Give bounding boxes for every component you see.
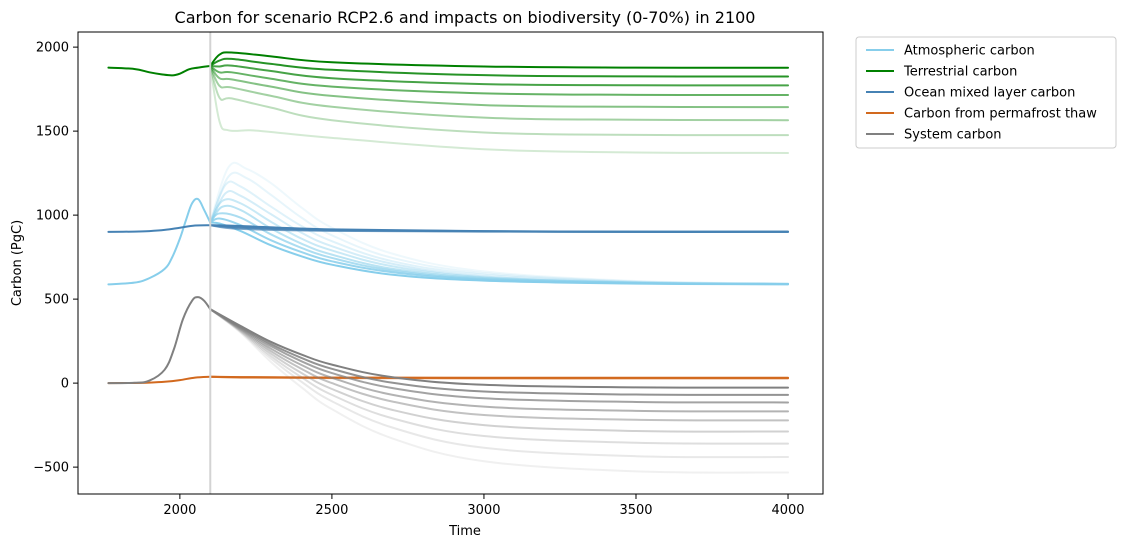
x-tick-label: 2000 xyxy=(163,503,196,518)
series-group xyxy=(107,375,790,385)
series-line-variant xyxy=(209,308,790,389)
series-group xyxy=(107,224,790,233)
series-line-variant xyxy=(209,308,790,459)
series-line-variant xyxy=(209,308,790,474)
x-tick-label: 3000 xyxy=(467,503,500,518)
series-line-variant xyxy=(209,64,790,87)
chart-title: Carbon for scenario RCP2.6 and impacts o… xyxy=(175,8,756,27)
series-line-variant xyxy=(209,308,790,433)
series-line-variant xyxy=(209,308,790,422)
series-line-variant xyxy=(209,64,790,122)
legend-label: Carbon from permafrost thaw xyxy=(904,107,1097,122)
series-line-variant xyxy=(209,64,790,97)
legend-label: Terrestrial carbon xyxy=(903,65,1017,80)
y-tick-label: 1000 xyxy=(36,209,69,224)
x-tick-label: 4000 xyxy=(771,503,804,518)
series-line-historical xyxy=(107,64,212,77)
y-axis-title: Carbon (PgC) xyxy=(10,220,25,306)
x-tick-label: 2500 xyxy=(315,503,348,518)
x-axis: 2000 2500 3000 3500 4000 xyxy=(163,494,805,518)
series-line-variant xyxy=(209,64,790,109)
series-line-variant xyxy=(209,171,790,285)
series-group xyxy=(107,51,790,154)
y-axis: −500 0 500 1000 1500 2000 xyxy=(33,41,78,476)
y-tick-label: 1500 xyxy=(36,125,69,140)
series-layer xyxy=(107,51,790,474)
series-line-historical xyxy=(107,296,212,385)
y-tick-label: 0 xyxy=(61,377,69,392)
series-line-variant xyxy=(209,375,790,379)
x-tick-label: 3500 xyxy=(619,503,652,518)
series-line-historical xyxy=(107,197,212,286)
y-tick-label: 500 xyxy=(44,293,69,308)
series-line-variant xyxy=(209,308,790,396)
legend-label: System carbon xyxy=(904,128,1002,143)
plot-area xyxy=(77,31,824,495)
series-line-variant xyxy=(209,308,790,413)
series-line-historical xyxy=(107,224,212,233)
legend-frame xyxy=(855,36,1117,149)
y-tick-label: −500 xyxy=(33,461,69,476)
series-line-variant xyxy=(209,64,790,137)
series-line-variant xyxy=(209,308,790,445)
legend-label: Atmospheric carbon xyxy=(904,44,1035,59)
series-line-variant xyxy=(209,51,790,69)
series-line-variant xyxy=(209,224,790,233)
y-tick-label: 2000 xyxy=(36,41,69,56)
series-line-variant xyxy=(209,57,790,78)
x-axis-title: Time xyxy=(448,524,481,539)
series-line-variant xyxy=(209,64,790,154)
plot-frame xyxy=(77,31,824,495)
legend-label: Ocean mixed layer carbon xyxy=(904,86,1075,101)
series-line-variant xyxy=(209,308,790,404)
series-group xyxy=(107,296,790,474)
legend: Atmospheric carbon Terrestrial carbon Ocea… xyxy=(855,36,1117,149)
series-group xyxy=(107,161,790,286)
